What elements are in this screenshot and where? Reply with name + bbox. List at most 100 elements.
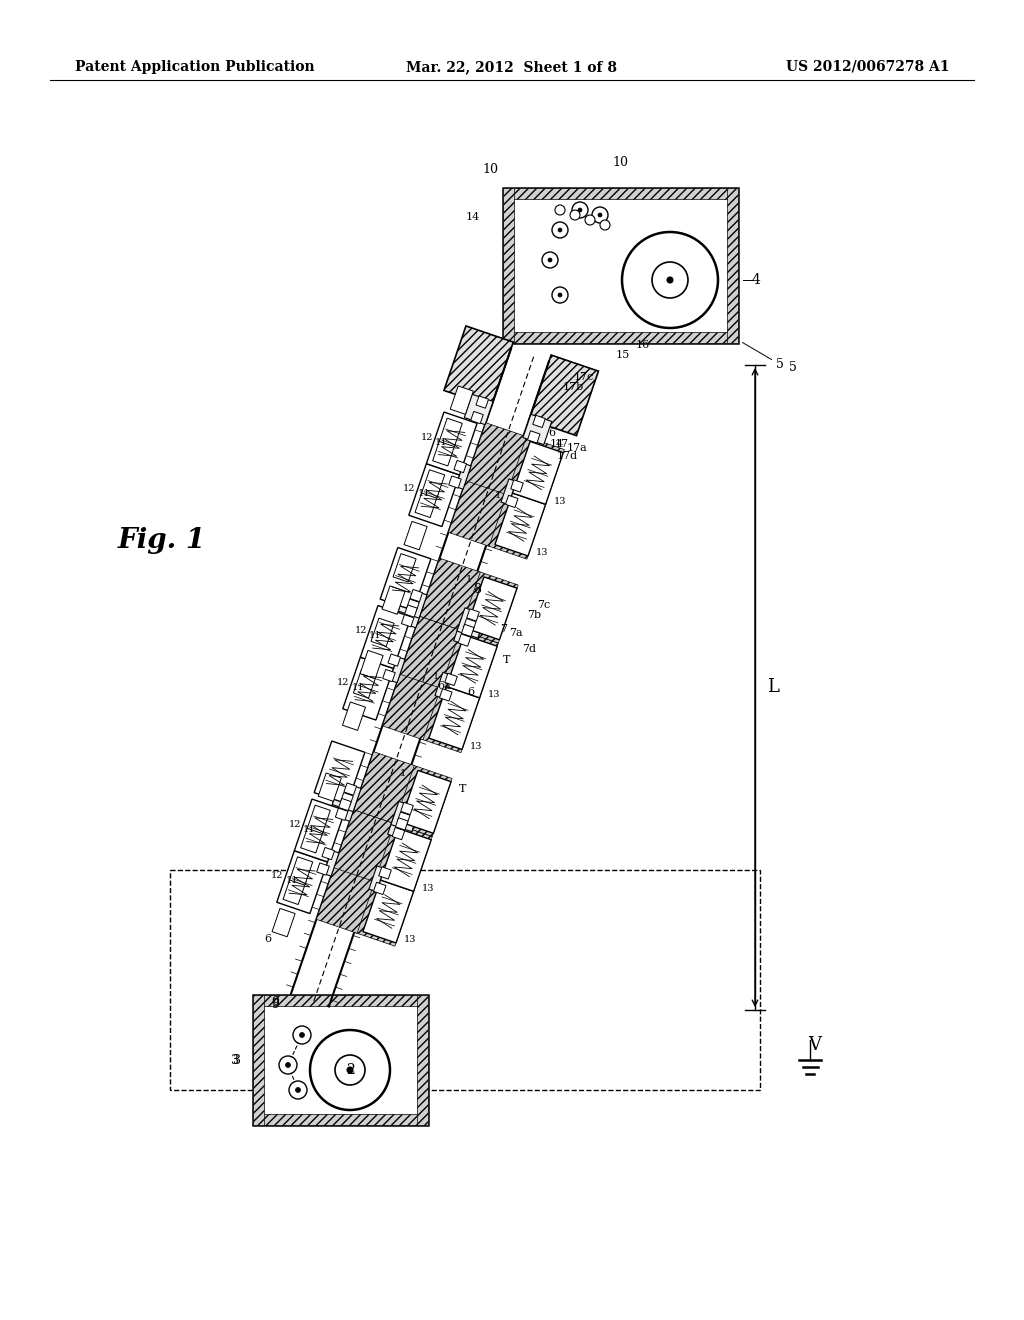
Text: T: T — [459, 784, 466, 795]
Polygon shape — [397, 812, 410, 824]
Polygon shape — [404, 521, 427, 549]
Text: 16: 16 — [635, 339, 649, 350]
Polygon shape — [426, 412, 477, 475]
Polygon shape — [511, 479, 523, 492]
Polygon shape — [388, 810, 417, 841]
Polygon shape — [336, 808, 348, 820]
Polygon shape — [333, 781, 361, 812]
Circle shape — [548, 257, 552, 261]
Polygon shape — [439, 418, 462, 446]
Text: 7a: 7a — [509, 627, 523, 638]
Polygon shape — [400, 803, 414, 814]
Polygon shape — [276, 850, 328, 913]
Polygon shape — [527, 430, 540, 444]
Polygon shape — [334, 809, 394, 882]
Polygon shape — [379, 867, 391, 879]
Text: 12: 12 — [337, 678, 350, 686]
Polygon shape — [341, 792, 353, 805]
Polygon shape — [410, 590, 423, 602]
Text: 17: 17 — [554, 438, 568, 449]
Circle shape — [667, 277, 673, 282]
Text: 7d: 7d — [522, 644, 536, 653]
Polygon shape — [283, 876, 306, 904]
Polygon shape — [449, 477, 461, 488]
Bar — [253, 995, 427, 1006]
Circle shape — [552, 222, 568, 238]
Polygon shape — [314, 741, 365, 804]
Text: 12: 12 — [289, 820, 301, 829]
Bar — [253, 995, 263, 1125]
Polygon shape — [532, 416, 546, 428]
Polygon shape — [307, 805, 331, 833]
Text: 12: 12 — [271, 871, 284, 880]
Text: 3: 3 — [233, 1053, 242, 1067]
Polygon shape — [381, 829, 431, 891]
Polygon shape — [471, 412, 483, 424]
Polygon shape — [339, 799, 351, 810]
Polygon shape — [395, 818, 408, 830]
Polygon shape — [316, 862, 377, 933]
Text: T: T — [503, 655, 510, 665]
Text: 7b: 7b — [527, 610, 541, 619]
Polygon shape — [495, 494, 546, 556]
Polygon shape — [476, 396, 488, 408]
Circle shape — [558, 228, 562, 232]
Polygon shape — [322, 847, 335, 859]
Polygon shape — [467, 609, 479, 622]
Bar — [503, 187, 737, 198]
Polygon shape — [374, 882, 386, 895]
Polygon shape — [433, 437, 456, 466]
Text: 6a: 6a — [437, 681, 451, 692]
Polygon shape — [383, 669, 395, 681]
Circle shape — [558, 293, 562, 297]
Polygon shape — [354, 874, 415, 946]
Text: Mar. 22, 2012  Sheet 1 of 8: Mar. 22, 2012 Sheet 1 of 8 — [407, 59, 617, 74]
Polygon shape — [344, 783, 356, 795]
Text: 1: 1 — [400, 768, 407, 777]
Polygon shape — [422, 470, 444, 498]
Circle shape — [552, 286, 568, 304]
Text: Patent Application Publication: Patent Application Publication — [75, 59, 314, 74]
Text: 7: 7 — [501, 623, 508, 634]
Polygon shape — [310, 846, 339, 876]
Polygon shape — [523, 414, 552, 445]
Text: 6: 6 — [549, 428, 555, 438]
Bar — [503, 187, 513, 342]
Polygon shape — [504, 436, 564, 508]
Circle shape — [570, 210, 580, 220]
Polygon shape — [501, 479, 529, 510]
Polygon shape — [458, 572, 518, 643]
Circle shape — [279, 1056, 297, 1074]
Polygon shape — [392, 828, 404, 840]
Text: 13: 13 — [536, 548, 549, 557]
Text: 6: 6 — [467, 688, 474, 697]
Polygon shape — [353, 669, 377, 698]
Polygon shape — [446, 635, 498, 698]
Bar — [253, 995, 427, 1125]
Polygon shape — [342, 702, 366, 730]
Text: 11: 11 — [351, 682, 364, 692]
Polygon shape — [506, 495, 518, 508]
Text: 5: 5 — [775, 358, 783, 371]
Polygon shape — [391, 764, 453, 837]
Circle shape — [592, 207, 608, 223]
Circle shape — [542, 252, 558, 268]
Text: 12: 12 — [355, 627, 368, 635]
Text: 2: 2 — [346, 1063, 354, 1077]
Polygon shape — [449, 474, 509, 546]
Polygon shape — [439, 689, 452, 701]
Bar — [503, 331, 737, 342]
Polygon shape — [343, 657, 393, 721]
Polygon shape — [376, 652, 406, 682]
Polygon shape — [360, 606, 411, 668]
Bar — [417, 995, 427, 1125]
Circle shape — [286, 1063, 291, 1068]
Polygon shape — [438, 630, 499, 701]
Text: 17c: 17c — [573, 372, 594, 381]
Polygon shape — [362, 880, 414, 942]
Polygon shape — [371, 618, 394, 647]
Polygon shape — [404, 605, 417, 618]
Polygon shape — [457, 607, 485, 638]
Polygon shape — [444, 673, 458, 685]
Polygon shape — [382, 586, 406, 614]
